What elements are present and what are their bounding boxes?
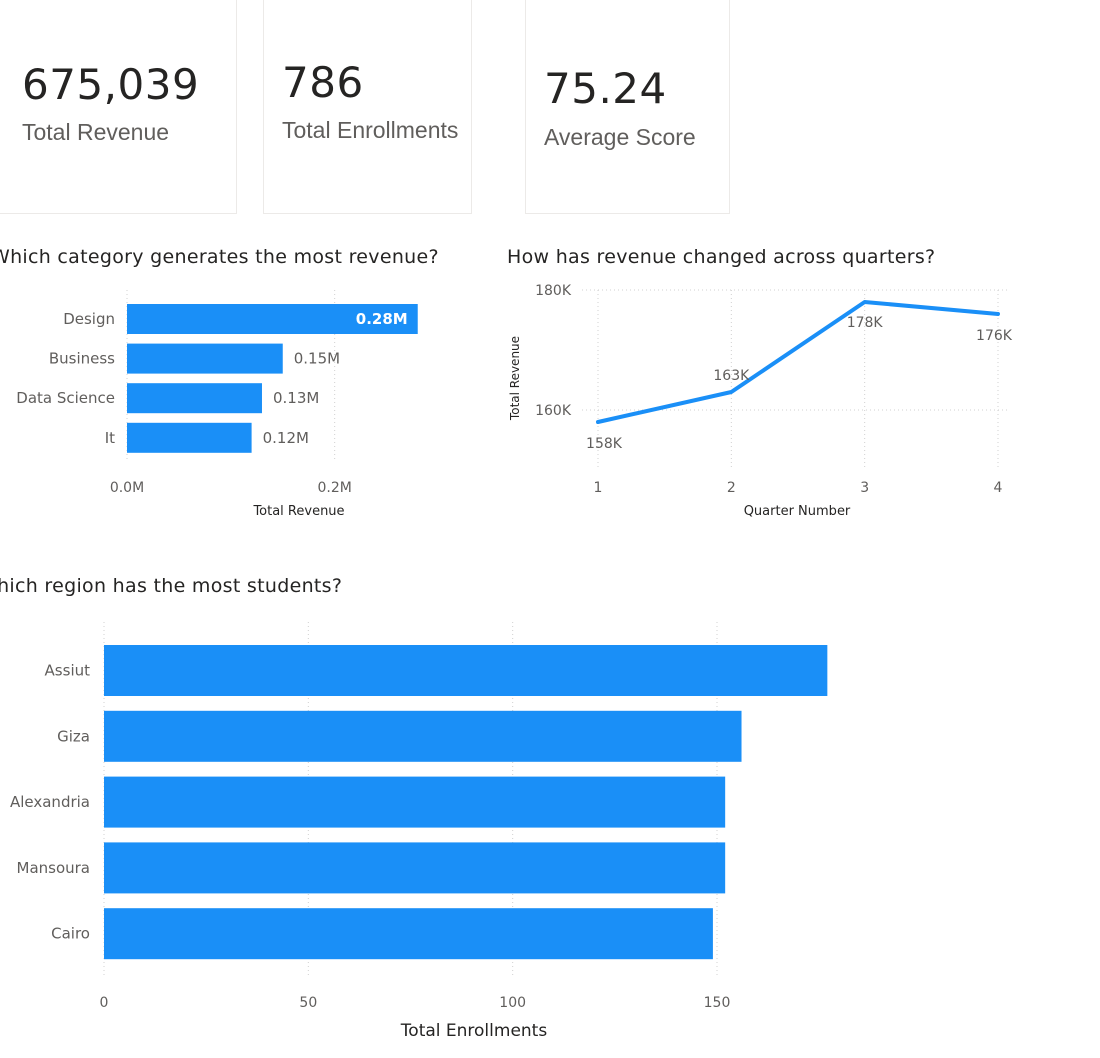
x-tick-label: 4: [994, 480, 1003, 496]
kpi-value: 675,039: [22, 60, 200, 109]
x-axis-title: Total Revenue: [252, 504, 344, 519]
data-label: 178K: [847, 315, 884, 331]
y-tick-label: Cairo: [51, 925, 90, 943]
bar: [104, 710, 742, 762]
kpi-card-revenue[interactable]: 675,039 Total Revenue: [0, 0, 237, 214]
data-label: 158K: [586, 436, 623, 452]
x-axis-title: Total Enrollments: [400, 1021, 548, 1041]
kpi-card-enrollments[interactable]: 786 Total Enrollments: [263, 0, 472, 214]
data-label: 176K: [976, 328, 1013, 344]
bar: [104, 842, 726, 894]
chart-title-region: Which region has the most students?: [0, 575, 343, 597]
x-tick-label: 0.2M: [317, 480, 351, 496]
data-label: 0.12M: [263, 429, 309, 447]
series-line: [596, 300, 1000, 424]
y-tick-label: Business: [49, 350, 115, 368]
x-tick-label: 50: [299, 995, 317, 1011]
y-tick-label: 180K: [535, 283, 572, 299]
bar: [104, 908, 713, 960]
x-tick-label: 2: [727, 480, 736, 496]
x-tick-label: 3: [860, 480, 869, 496]
bar: [104, 645, 828, 696]
y-tick-label: 160K: [535, 403, 572, 419]
y-tick-label: Giza: [57, 727, 90, 745]
chart-title-category: Which category generates the most revenu…: [0, 246, 439, 268]
data-label: 0.15M: [294, 350, 340, 368]
kpi-card-score[interactable]: 75.24 Average Score: [525, 0, 730, 214]
kpi-label: Total Enrollments: [282, 117, 459, 143]
x-tick-label: 0.0M: [110, 480, 144, 496]
data-label: 0.28M: [356, 310, 408, 328]
data-label: 0.13M: [273, 389, 319, 407]
x-tick-label: 150: [704, 995, 731, 1011]
bar: [127, 383, 262, 414]
kpi-value: 75.24: [544, 64, 667, 113]
x-axis-title: Quarter Number: [744, 504, 851, 519]
bar: [127, 422, 252, 453]
kpi-label: Total Revenue: [22, 119, 170, 145]
bar: [104, 776, 726, 828]
x-tick-label: 100: [499, 995, 526, 1011]
y-tick-label: Alexandria: [10, 793, 90, 811]
y-tick-label: Mansoura: [17, 859, 91, 877]
x-tick-label: 1: [594, 480, 603, 496]
y-tick-label: Design: [63, 310, 115, 328]
bar: [127, 343, 283, 374]
y-tick-label: Data Science: [16, 389, 115, 407]
kpi-label: Average Score: [544, 124, 696, 150]
x-tick-label: 0: [100, 995, 109, 1011]
y-axis-title: Total Revenue: [508, 336, 522, 421]
y-tick-label: Assiut: [45, 662, 91, 680]
data-label: 163K: [713, 368, 750, 384]
y-tick-label: It: [105, 429, 115, 447]
chart-title-quarters: How has revenue changed across quarters?: [507, 246, 936, 268]
bar: [127, 304, 418, 334]
kpi-value: 786: [282, 58, 364, 107]
